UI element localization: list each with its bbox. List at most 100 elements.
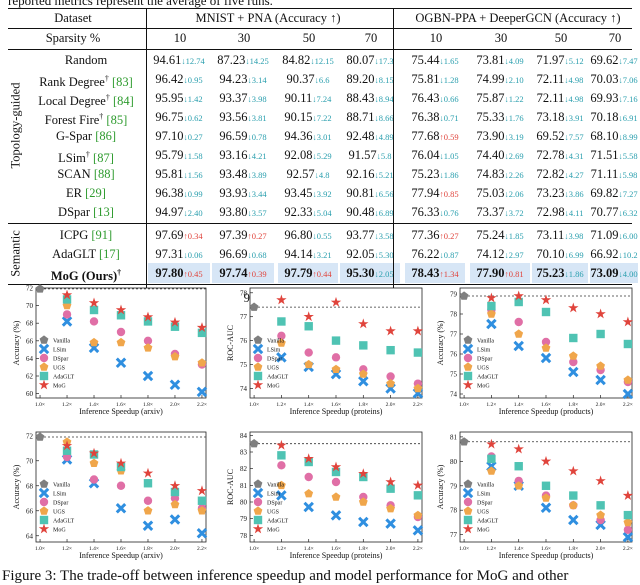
method-name: ER [29] [66, 186, 106, 200]
table-cell: 72.82↓4.27 [536, 167, 584, 181]
series-mog [486, 290, 634, 327]
y-tick-label: 66 [26, 507, 34, 515]
method-name: Random [64, 53, 108, 67]
point-lsim [169, 379, 181, 391]
delta-down: ↓1.65 [439, 56, 459, 66]
delta-down: ↓7.27 [618, 189, 638, 199]
legend-label: AdaGLT [53, 519, 74, 525]
table-cell: 97.79↑0.44 [278, 263, 338, 283]
point-lsim [568, 366, 579, 378]
delta-down: ↓0.27 [183, 132, 203, 142]
point-adaglt [386, 484, 395, 493]
sparsity-header: 50 [554, 31, 568, 45]
sparsity-header: 70 [608, 31, 622, 45]
point-adaglt [170, 487, 180, 497]
delta-down: ↓5.04 [312, 208, 332, 218]
table-cell: 75.81↓1.28 [411, 72, 459, 86]
point-dspar [277, 461, 286, 470]
table-cell: 87.23↓14.25 [217, 53, 269, 67]
legend-label: Vanilla [267, 483, 284, 489]
delta-down: ↓1.05 [439, 151, 459, 161]
point-lsim [169, 514, 181, 525]
point-lsim [276, 490, 287, 501]
point-mog [486, 292, 497, 303]
table-cell: 92.08↓5.29 [284, 148, 332, 162]
legend-label: Vanilla [53, 483, 70, 489]
y-tick-label: 62 [26, 373, 34, 381]
table-cell: 93.77↓3.58 [346, 228, 394, 242]
point-lsim [358, 376, 369, 387]
point-vanilla [249, 439, 259, 448]
point-mog [303, 453, 314, 464]
point-mog [412, 325, 424, 336]
table-cell: 78.43↑1.34 [405, 263, 465, 283]
dataset-label: Dataset [54, 11, 92, 25]
point-adaglt [541, 307, 551, 317]
delta-down: ↓3.89 [247, 170, 267, 180]
y-tick-label: 78 [240, 289, 248, 297]
y-tick-label: 77 [240, 313, 248, 321]
figure-caption: Figure 3: The trade-off between inferenc… [2, 568, 569, 584]
point-mog [276, 439, 287, 450]
point-ugs [197, 358, 207, 367]
point-lsim [622, 388, 634, 400]
results-table: Dataset MNIST + PNA (Accuracy ↑) OGBN-PPA … [0, 8, 640, 308]
point-mog [540, 294, 552, 305]
y-axis-label: ROC-AUC [226, 469, 235, 505]
point-mog [622, 316, 634, 327]
legend-marker [252, 487, 264, 499]
series-adaglt [277, 317, 423, 357]
delta-down: ↓6.6 [314, 75, 330, 85]
table-cell: 92.57↓4.8 [286, 167, 330, 181]
x-tick-label: 1.0× [249, 546, 259, 552]
delta-down: ↓3.57 [247, 208, 267, 218]
x-tick-label: 1.2× [62, 546, 72, 552]
point-adaglt [413, 491, 423, 500]
y-axis-label: Accuracy (%) [12, 320, 21, 365]
point-mog [196, 485, 208, 496]
delta-up: ↑0.44 [312, 269, 332, 279]
y-tick-label: 79 [450, 482, 458, 490]
point-mog [88, 447, 100, 458]
point-ugs [413, 510, 423, 520]
table-cell: 73.23↓3.86 [536, 186, 584, 200]
series-lsim [486, 318, 634, 400]
point-adaglt [277, 451, 286, 460]
sparsity-header: 30 [237, 31, 251, 45]
x-tick-label: 1.2× [486, 402, 496, 408]
delta-down: ↓3.21 [312, 250, 332, 260]
legend-label: UGS [477, 510, 489, 516]
table-cell: 73.81↓4.09 [476, 53, 524, 67]
point-adaglt [386, 345, 395, 355]
delta-down: ↓8.99 [618, 132, 638, 142]
delta-down: ↓4.98 [564, 75, 584, 85]
x-tick-label: 1.6× [541, 402, 551, 408]
legend-marker [252, 379, 264, 390]
x-tick-label: 2.2× [413, 402, 423, 408]
x-tick-label: 1.8× [568, 402, 578, 408]
point-adaglt [197, 328, 207, 338]
point-vanilla [35, 284, 45, 293]
delta-down: ↓6.00 [618, 231, 638, 241]
delta-down: ↓3.91 [564, 113, 584, 123]
delta-down: ↓0.76 [439, 208, 459, 218]
table-rule [8, 223, 632, 224]
point-mog [61, 289, 73, 300]
point-dspar [304, 472, 313, 482]
point-ugs [170, 352, 180, 361]
series-mog [276, 294, 424, 336]
table-cell: 73.18↓3.91 [536, 110, 584, 124]
citation: [84] [112, 94, 134, 109]
legend-marker [462, 523, 474, 534]
table-rule [8, 284, 632, 285]
series-ugs [277, 338, 423, 393]
table-cell: 97.39↑0.27 [219, 228, 267, 242]
delta-down: ↓0.62 [183, 113, 203, 123]
sparsity-header: 30 [494, 31, 508, 45]
table-cell: 94.36↓3.01 [284, 129, 332, 143]
point-mog [513, 290, 524, 301]
x-tick-label: 1.4× [89, 546, 99, 552]
point-dspar [331, 477, 341, 487]
method-name: DSpar [13] [58, 205, 114, 219]
delta-down: ↓1.86 [564, 269, 584, 279]
